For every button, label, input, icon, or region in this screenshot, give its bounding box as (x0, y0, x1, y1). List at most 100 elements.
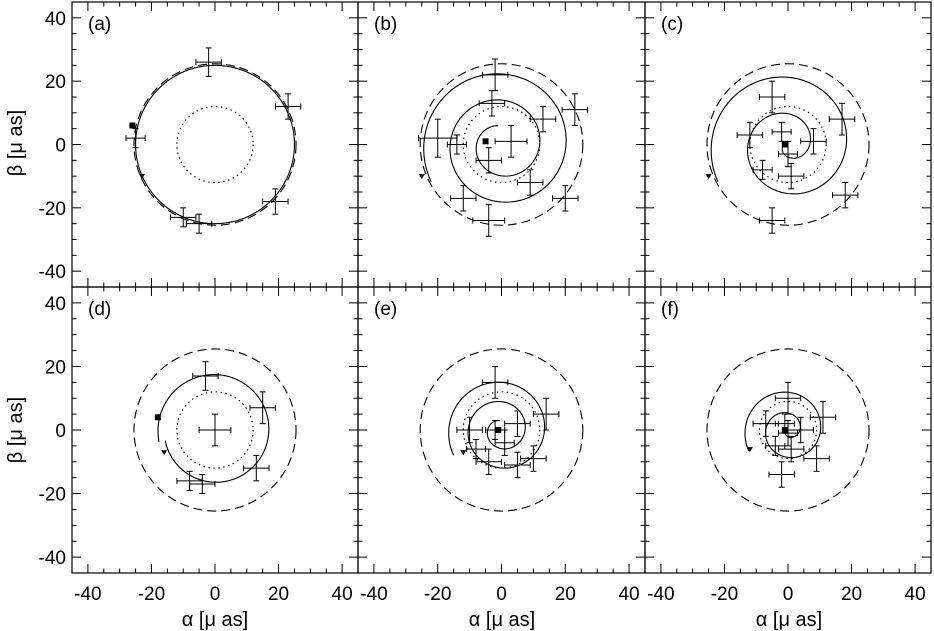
x-tick-label: 0 (210, 584, 221, 605)
data-point (472, 204, 506, 237)
x-tick-label: -20 (424, 584, 451, 605)
x-tick-label: -20 (138, 584, 165, 605)
data-point (758, 207, 786, 234)
x-tick-label: 40 (618, 584, 639, 605)
x-tick-label: 20 (268, 584, 289, 605)
panel-frame (71, 1, 359, 288)
start-square-marker (781, 427, 788, 433)
x-tick-label: -20 (711, 584, 738, 605)
data-point (768, 461, 795, 488)
x-tick-label: -40 (647, 584, 674, 605)
inner-dotted-circle (462, 391, 541, 469)
data-point (478, 90, 506, 117)
start-square-marker (482, 138, 489, 145)
x-tick-label: 20 (555, 584, 576, 605)
y-tick-label: 20 (45, 357, 66, 378)
x-axis-title-left: α [μ as] (182, 609, 248, 631)
data-point (504, 410, 531, 437)
x-axis-title-right: α [μ as] (756, 609, 822, 631)
y-tick-label: 20 (45, 72, 66, 93)
end-triangle-marker (705, 174, 712, 180)
data-point (170, 207, 197, 228)
inner-dotted-circle (749, 105, 827, 184)
data-point (456, 416, 483, 444)
data-point (475, 448, 502, 475)
data-point (758, 80, 786, 114)
data-point (185, 213, 213, 234)
data-point (529, 106, 557, 133)
panel-e: -40 -20 0 20 40 (e) (357, 286, 646, 605)
start-square-marker (495, 427, 502, 433)
data-point (494, 429, 515, 456)
data-point (828, 102, 856, 136)
end-triangle-marker (161, 450, 168, 456)
data-point (494, 125, 528, 158)
data-point (809, 400, 837, 434)
y-axis-title-bottom: β [μ as] (5, 397, 27, 463)
outer-dashed-circle (133, 348, 297, 512)
data-point (777, 163, 805, 190)
data-point (274, 93, 302, 120)
end-triangle-marker (138, 174, 145, 180)
data-point (125, 128, 146, 149)
data-point (198, 413, 232, 447)
data-point (504, 451, 531, 479)
data-point (520, 445, 547, 472)
orbit-curve (135, 64, 295, 225)
orbit-curve (157, 374, 270, 483)
data-point (192, 361, 219, 391)
data-point (787, 416, 814, 444)
data-point (189, 473, 216, 495)
data-point (831, 182, 859, 209)
panel-label: (b) (374, 14, 397, 35)
orbit-curve (744, 391, 822, 459)
data-point (176, 470, 203, 491)
start-square-marker (129, 122, 136, 129)
data-point (465, 439, 487, 460)
panel-frame (357, 1, 646, 288)
data-point (552, 185, 579, 212)
panel-label: (d) (88, 299, 111, 320)
data-point (803, 445, 830, 472)
y-tick-label: 40 (45, 9, 66, 30)
data-point (516, 169, 544, 196)
data-point (561, 93, 589, 126)
data-point (532, 397, 560, 431)
y-tick-label: -40 (39, 548, 66, 569)
data-point (774, 381, 802, 415)
orbit-curve (448, 381, 546, 469)
panel-label: (f) (661, 299, 679, 320)
data-point (752, 410, 779, 437)
x-tick-label: 40 (905, 584, 926, 605)
x-tick-label: 40 (332, 584, 353, 605)
orbit-curve (710, 76, 848, 195)
data-point (777, 435, 805, 463)
data-point (418, 118, 458, 158)
outer-dashed-circle (706, 63, 870, 226)
y-axis-title-top: β [μ as] (5, 110, 27, 176)
x-tick-label: -40 (74, 584, 101, 605)
panel-label: (a) (88, 14, 111, 35)
data-point (449, 185, 477, 212)
y-tick-label: 0 (55, 136, 66, 157)
x-axis-title-middle: α [μ as] (469, 609, 535, 631)
data-point (736, 121, 764, 149)
outer-dashed-circle (133, 63, 297, 226)
data-point (262, 188, 289, 215)
x-tick-label: 0 (496, 584, 507, 605)
panel-d: -40 -20 0 20 40 -40 -20 0 20 40 (d) (39, 286, 359, 605)
outer-dashed-circle (419, 348, 584, 512)
data-point (765, 435, 786, 456)
y-tick-label: -20 (39, 199, 66, 220)
data-point (195, 47, 222, 77)
orbit-curve (423, 73, 567, 203)
data-point (243, 454, 270, 482)
panel-f: -40 -20 0 20 40 (f) (644, 286, 932, 605)
panel-a: -40 -20 0 20 40 (a) (39, 1, 359, 288)
inner-dotted-circle (176, 391, 254, 469)
data-point (752, 159, 773, 180)
data-point (771, 121, 792, 142)
data-point (777, 140, 799, 168)
outer-dashed-circle (706, 348, 870, 512)
